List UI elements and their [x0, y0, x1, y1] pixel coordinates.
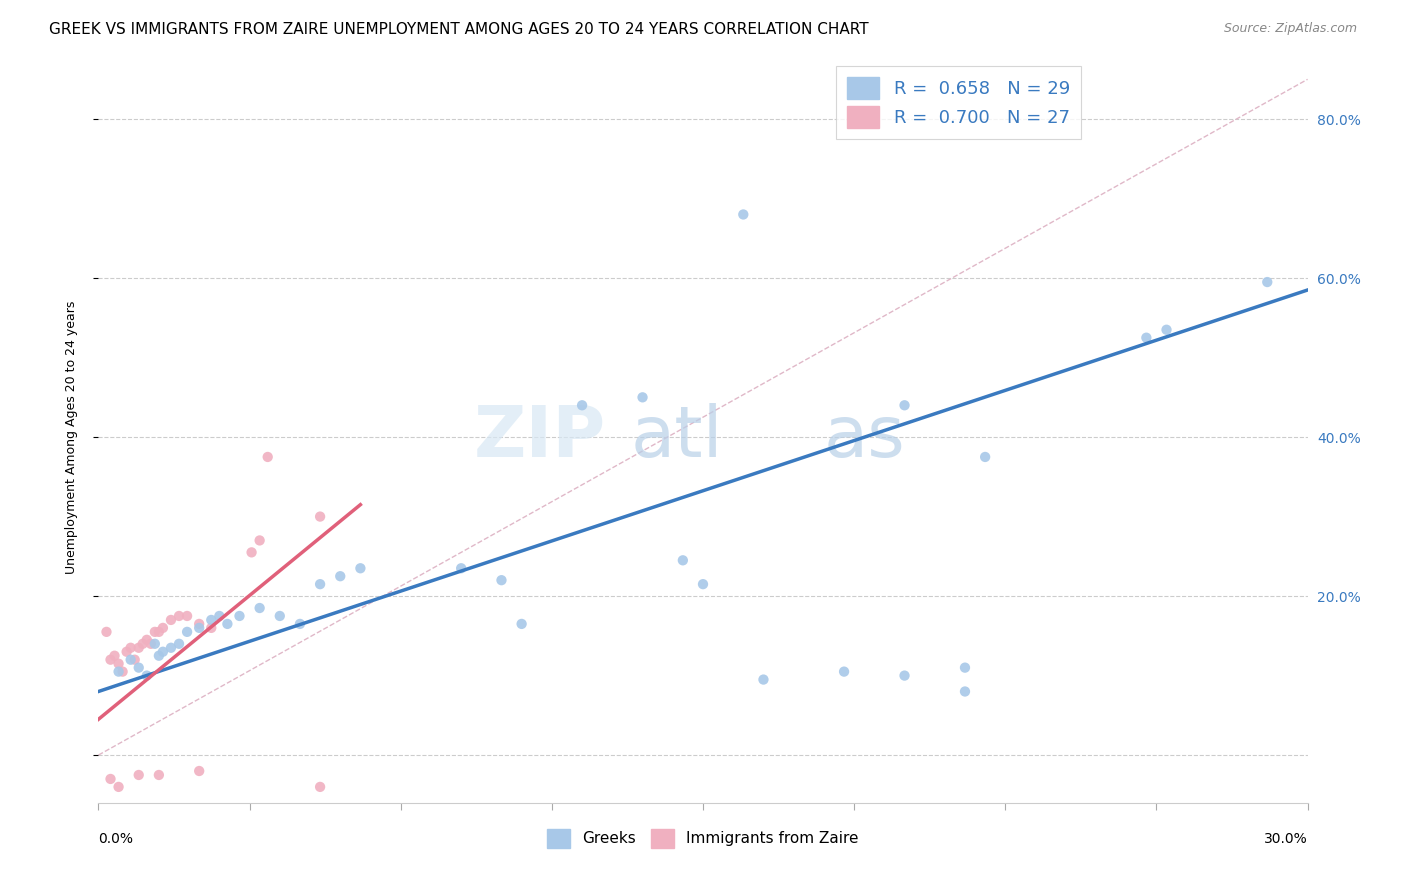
Point [188, 616, 211, 631]
Point [893, 668, 915, 682]
Point [733, 207, 755, 221]
Point [132, 637, 155, 651]
Point [256, 450, 278, 464]
Point [329, 569, 352, 583]
Point [200, 613, 222, 627]
Point [240, 545, 263, 559]
Point [1256, 275, 1278, 289]
Point [100, 653, 122, 667]
Point [188, 764, 211, 778]
Point [152, 645, 174, 659]
Point [124, 653, 146, 667]
Point [752, 673, 775, 687]
Point [107, 657, 129, 671]
Legend: Greeks, Immigrants from Zaire: Greeks, Immigrants from Zaire [541, 822, 865, 854]
Point [349, 561, 371, 575]
Point [217, 616, 239, 631]
Point [309, 509, 332, 524]
Point [152, 621, 174, 635]
Point [139, 637, 162, 651]
Text: as: as [824, 402, 905, 472]
Point [1156, 323, 1178, 337]
Point [128, 660, 150, 674]
Point [128, 640, 150, 655]
Point [115, 645, 138, 659]
Text: ZIP: ZIP [474, 402, 606, 472]
Point [111, 665, 134, 679]
Point [832, 665, 855, 679]
Point [160, 640, 183, 655]
Point [200, 621, 222, 635]
Point [571, 398, 593, 412]
Point [100, 772, 122, 786]
Point [450, 561, 472, 575]
Point [953, 660, 976, 674]
Point [128, 768, 150, 782]
Point [1135, 331, 1157, 345]
Point [269, 609, 291, 624]
Point [510, 616, 533, 631]
Point [974, 450, 997, 464]
Point [107, 665, 129, 679]
Point [309, 577, 332, 591]
Point [631, 390, 654, 404]
Point [208, 609, 231, 624]
Point [135, 632, 157, 647]
Point [148, 768, 170, 782]
Point [188, 621, 211, 635]
Point [148, 648, 170, 663]
Y-axis label: Unemployment Among Ages 20 to 24 years: Unemployment Among Ages 20 to 24 years [65, 301, 77, 574]
Point [143, 637, 166, 651]
Point [176, 624, 198, 639]
Point [309, 780, 332, 794]
Point [103, 648, 125, 663]
Text: GREEK VS IMMIGRANTS FROM ZAIRE UNEMPLOYMENT AMONG AGES 20 TO 24 YEARS CORRELATIO: GREEK VS IMMIGRANTS FROM ZAIRE UNEMPLOYM… [49, 22, 869, 37]
Point [167, 609, 190, 624]
Point [148, 624, 170, 639]
Point [692, 577, 714, 591]
Point [135, 668, 157, 682]
Point [160, 613, 183, 627]
Point [143, 624, 166, 639]
Text: 30.0%: 30.0% [1264, 832, 1308, 846]
Text: 0.0%: 0.0% [98, 832, 134, 846]
Point [953, 684, 976, 698]
Point [176, 609, 198, 624]
Text: Source: ZipAtlas.com: Source: ZipAtlas.com [1223, 22, 1357, 36]
Point [249, 601, 271, 615]
Point [96, 624, 118, 639]
Point [120, 653, 142, 667]
Point [893, 398, 915, 412]
Point [167, 637, 190, 651]
Point [107, 780, 129, 794]
Text: atl: atl [630, 402, 723, 472]
Point [491, 573, 513, 587]
Point [288, 616, 311, 631]
Point [249, 533, 271, 548]
Point [120, 640, 142, 655]
Point [228, 609, 250, 624]
Point [672, 553, 695, 567]
